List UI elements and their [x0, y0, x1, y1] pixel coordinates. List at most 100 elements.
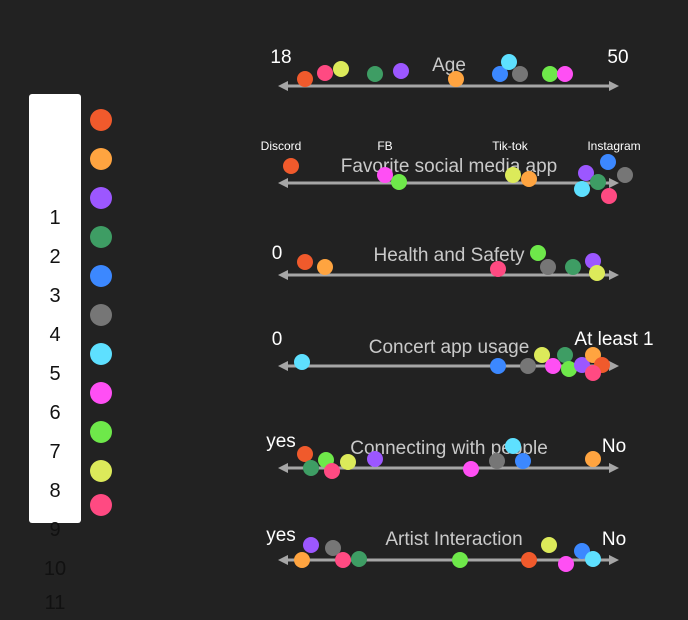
- axis-artist-interaction: Artist Interaction yes No: [266, 525, 626, 572]
- response-dot: [530, 245, 546, 261]
- response-dot: [585, 365, 601, 381]
- legend-dot: [90, 265, 112, 287]
- axis-concert-app-usage: Concert app usage 0 At least 1: [272, 329, 654, 381]
- app-marker-fb: FB: [377, 139, 392, 153]
- response-dot: [294, 354, 310, 370]
- legend-dot: [90, 226, 112, 248]
- response-dot: [377, 167, 393, 183]
- legend-label: 6: [49, 402, 61, 424]
- response-dot: [391, 174, 407, 190]
- axis-left-label: yes: [266, 525, 296, 546]
- response-dot: [505, 438, 521, 454]
- axis-left-label: 0: [272, 329, 283, 350]
- response-dot: [325, 540, 341, 556]
- response-dot: [557, 66, 573, 82]
- axis-title: Age: [432, 55, 466, 76]
- app-marker-tiktok: Tik-tok: [492, 139, 529, 153]
- axis-right-label: No: [602, 529, 626, 550]
- response-dot: [335, 552, 351, 568]
- response-dot: [590, 174, 606, 190]
- legend-label: 10: [43, 558, 67, 580]
- legend-dot: [90, 460, 112, 482]
- axis-favorite-app: Favorite social media app Discord FB Tik…: [261, 139, 641, 204]
- response-dot: [601, 188, 617, 204]
- response-dot: [617, 167, 633, 183]
- legend-dot: [90, 109, 112, 131]
- axis-right-label: At least 1: [574, 329, 653, 350]
- legend-label: 5: [49, 363, 61, 385]
- response-dot: [297, 71, 313, 87]
- response-dot: [600, 154, 616, 170]
- legend-label: 4: [49, 324, 61, 346]
- app-marker-discord: Discord: [261, 139, 302, 153]
- response-dot: [558, 556, 574, 572]
- response-dot: [578, 165, 594, 181]
- legend-dot: [90, 343, 112, 365]
- response-dot: [492, 66, 508, 82]
- response-dot: [574, 181, 590, 197]
- response-dot: [585, 451, 601, 467]
- response-dot: [561, 361, 577, 377]
- legend-dot: [90, 494, 112, 516]
- legend-label: 3: [49, 285, 61, 307]
- response-dot: [574, 543, 590, 559]
- response-dot: [393, 63, 409, 79]
- response-dot: [297, 254, 313, 270]
- response-dot: [545, 358, 561, 374]
- response-dot: [501, 54, 517, 70]
- response-dot: [452, 552, 468, 568]
- response-dot: [521, 552, 537, 568]
- legend-label: 8: [49, 480, 61, 502]
- response-dot: [585, 551, 601, 567]
- response-dot: [589, 265, 605, 281]
- axis-left-label: 0: [272, 243, 283, 264]
- axis-title: Artist Interaction: [385, 529, 522, 550]
- axis-age: Age 18 50: [270, 47, 629, 92]
- response-dot: [294, 552, 310, 568]
- response-dot: [505, 167, 521, 183]
- response-dot: [565, 259, 581, 275]
- response-dot: [297, 446, 313, 462]
- axis-right-label: No: [602, 436, 626, 457]
- response-dot: [490, 358, 506, 374]
- response-dot: [542, 66, 558, 82]
- legend-dot: [90, 187, 112, 209]
- response-dot: [351, 551, 367, 567]
- axis-connecting-with-people: Connecting with people yes No: [266, 431, 626, 479]
- response-dot: [574, 357, 590, 373]
- response-dot: [303, 460, 319, 476]
- response-dot: [512, 66, 528, 82]
- response-dot: [340, 454, 356, 470]
- response-dot: [541, 537, 557, 553]
- app-marker-instagram: Instagram: [587, 139, 640, 153]
- legend-label: 11: [44, 592, 66, 614]
- response-dot: [557, 347, 573, 363]
- response-dot: [490, 261, 506, 277]
- legend-label: 9: [49, 519, 61, 541]
- response-dot: [520, 358, 536, 374]
- legend-label: 7: [49, 441, 61, 463]
- legend-dot: [90, 382, 112, 404]
- axis-left-label: yes: [266, 431, 296, 452]
- response-dot: [521, 171, 537, 187]
- axis-health-safety: Health and Safety 0: [272, 243, 620, 281]
- axis-title: Favorite social media app: [341, 156, 558, 177]
- legend-dot: [90, 304, 112, 326]
- response-dot: [317, 259, 333, 275]
- response-dot: [303, 537, 319, 553]
- response-dot: [333, 61, 349, 77]
- response-dot: [515, 453, 531, 469]
- response-dot: [540, 259, 556, 275]
- response-dot: [324, 463, 340, 479]
- legend-dot: [90, 421, 112, 443]
- axis-left-label: 18: [270, 47, 291, 68]
- response-dot: [367, 451, 383, 467]
- response-dot: [534, 347, 550, 363]
- axis-title: Health and Safety: [373, 245, 525, 266]
- axis-title: Concert app usage: [369, 337, 530, 358]
- legend-panel: 1 2 3 4 5 6 7 8 9 10 11: [29, 94, 81, 614]
- response-dot: [317, 65, 333, 81]
- axis-right-label: 50: [607, 47, 628, 68]
- response-dot: [489, 453, 505, 469]
